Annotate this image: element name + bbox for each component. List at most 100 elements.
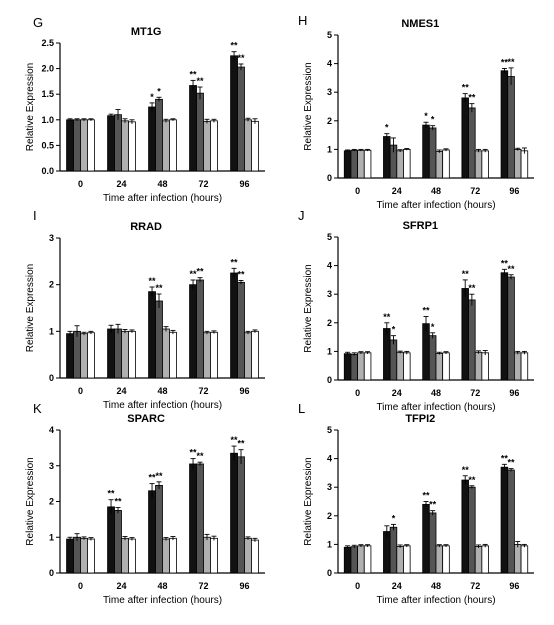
- y-tick-label: 4: [327, 59, 332, 69]
- bar: [520, 352, 529, 381]
- bar: [468, 299, 476, 381]
- significance-marker: *: [385, 123, 389, 133]
- bar: [442, 149, 450, 179]
- bar: [363, 545, 372, 574]
- bar: [383, 136, 391, 179]
- bar: [128, 330, 136, 379]
- bar: [66, 333, 74, 379]
- bar: [114, 328, 122, 379]
- bar: [80, 119, 88, 172]
- significance-marker: **: [462, 269, 470, 279]
- bar: [148, 106, 156, 172]
- significance-marker: **: [508, 57, 516, 67]
- y-axis-label: Relative Expression: [25, 457, 36, 545]
- y-tick-label: 0: [49, 373, 54, 383]
- y-tick-label: 2.0: [41, 64, 54, 74]
- x-tick-label: 48: [157, 179, 167, 189]
- bar: [350, 546, 359, 574]
- y-tick-label: 3: [49, 461, 54, 471]
- bar: [468, 107, 476, 179]
- bar: [87, 538, 95, 574]
- x-axis-label: Time after infection (hours): [376, 402, 495, 413]
- significance-marker: **: [429, 500, 437, 510]
- bar: [389, 526, 398, 574]
- y-tick-label: 0: [49, 568, 54, 578]
- bar: [155, 485, 163, 574]
- bar: [474, 546, 483, 574]
- bar: [514, 148, 522, 179]
- y-axis-label: Relative Expression: [25, 63, 36, 151]
- bar: [169, 331, 177, 379]
- bar: [363, 149, 372, 179]
- x-tick-label: 24: [116, 179, 126, 189]
- significance-marker: **: [231, 41, 239, 51]
- bar: [403, 352, 411, 381]
- bar: [203, 536, 211, 574]
- y-tick-label: 0: [327, 375, 332, 385]
- bar: [73, 536, 81, 574]
- bar: [189, 463, 197, 574]
- chart-title: MT1G: [131, 26, 162, 38]
- bar: [357, 149, 365, 179]
- significance-marker: **: [422, 491, 430, 501]
- chart-title: RRAD: [130, 221, 162, 233]
- bar: [66, 538, 74, 574]
- bar: [481, 545, 489, 574]
- x-tick-label: 96: [239, 386, 249, 396]
- significance-marker: *: [150, 92, 154, 102]
- bar: [80, 537, 88, 574]
- bar: [435, 151, 444, 179]
- significance-marker: **: [190, 269, 198, 279]
- bar: [121, 120, 129, 172]
- significance-marker: **: [508, 264, 516, 274]
- chart-title: SFRP1: [403, 220, 438, 232]
- bar: [73, 119, 81, 172]
- x-tick-label: 48: [431, 186, 441, 196]
- bar: [514, 544, 522, 574]
- bar: [350, 149, 359, 179]
- significance-marker: **: [197, 451, 205, 461]
- x-tick-label: 72: [198, 581, 208, 591]
- y-tick-label: 5: [327, 30, 332, 40]
- bar: [114, 510, 122, 574]
- bar: [244, 119, 252, 172]
- significance-marker: **: [149, 276, 157, 286]
- y-tick-label: 4: [327, 454, 332, 464]
- bar: [396, 150, 404, 179]
- significance-marker: *: [392, 325, 396, 335]
- bar: [251, 539, 259, 574]
- bar: [244, 537, 252, 574]
- bar: [383, 531, 391, 574]
- x-tick-label: 96: [509, 581, 519, 591]
- y-tick-label: 0: [327, 173, 332, 183]
- bar: [80, 333, 88, 379]
- x-tick-label: 96: [239, 179, 249, 189]
- x-tick-label: 72: [198, 386, 208, 396]
- x-tick-label: 0: [355, 581, 360, 591]
- x-tick-label: 24: [116, 581, 126, 591]
- bar: [230, 452, 238, 574]
- significance-marker: **: [231, 435, 239, 445]
- bar: [162, 120, 170, 172]
- y-tick-label: 5: [327, 425, 332, 435]
- bar: [428, 512, 437, 574]
- chart-title: SPARC: [127, 413, 165, 425]
- significance-marker: *: [424, 111, 428, 121]
- bar: [189, 85, 197, 172]
- panel-letter: G: [33, 15, 43, 30]
- bar: [128, 121, 136, 172]
- significance-marker: **: [238, 269, 246, 279]
- bar: [107, 506, 115, 574]
- bar: [210, 537, 218, 574]
- y-tick-label: 3: [327, 289, 332, 299]
- x-tick-label: 96: [509, 388, 519, 398]
- bar: [169, 537, 177, 574]
- bar: [251, 330, 259, 379]
- bar: [481, 150, 489, 179]
- bar: [468, 486, 476, 574]
- bar: [422, 503, 430, 574]
- bar: [481, 352, 489, 381]
